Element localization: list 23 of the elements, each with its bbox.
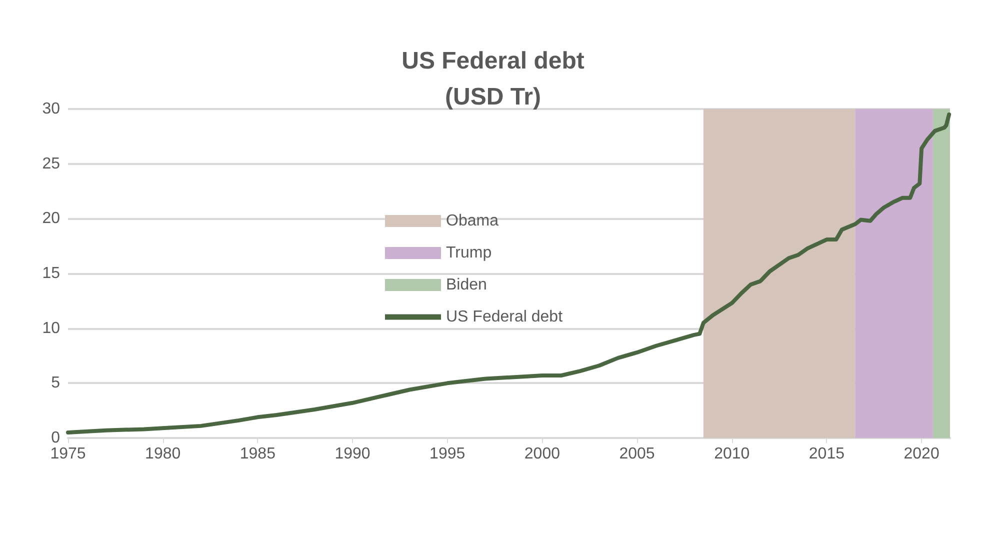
x-tick-label: 1975	[50, 446, 86, 462]
y-tick-label: 30	[42, 100, 60, 118]
y-tick-label: 20	[42, 210, 60, 228]
chart-title: US Federal debt (USD Tr)	[402, 48, 584, 110]
x-tick-label: 2015	[808, 446, 845, 462]
legend-label: Biden	[446, 276, 487, 294]
x-tick-label: 2020	[904, 446, 940, 462]
legend-label: Obama	[446, 212, 499, 230]
x-tick-label: 1980	[145, 446, 181, 462]
x-tick-label: 2000	[524, 446, 560, 462]
x-tick-label: 1985	[240, 446, 276, 462]
y-tick-label: 25	[42, 155, 60, 172]
line-series	[66, 112, 952, 435]
legend-label: US Federal debt	[446, 308, 564, 326]
x-tick-label: 2010	[714, 446, 750, 462]
x-tick-label: 2005	[619, 446, 655, 462]
x-tick-label: 1995	[430, 446, 466, 462]
y-tick-label: 5	[51, 374, 60, 392]
y-tick-label: 10	[42, 320, 60, 337]
y-tick-label: 0	[51, 430, 60, 446]
y-tick-label: 15	[42, 265, 60, 282]
x-tick-label: 1990	[334, 446, 370, 462]
legend-label: Trump	[446, 244, 492, 262]
